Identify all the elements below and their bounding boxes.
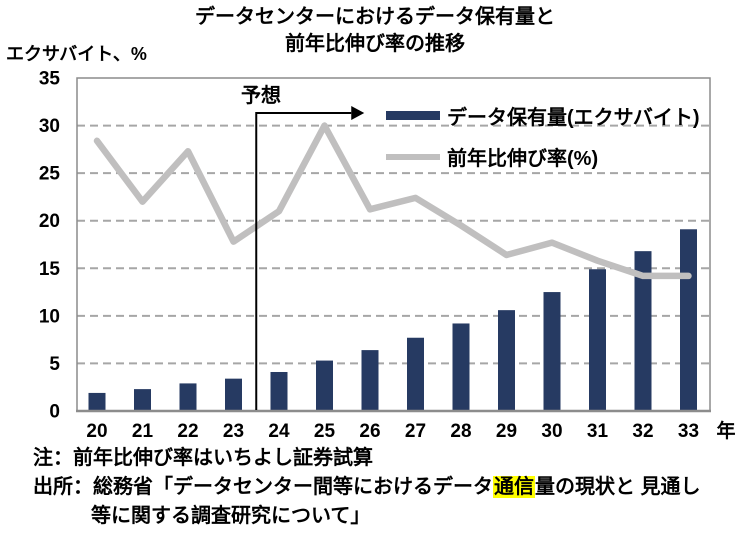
bar-22 (179, 383, 197, 411)
legend-label-growth-rate: 前年比伸び率(%) (447, 148, 599, 170)
source-suffix: 量の現状と 見通し (535, 476, 701, 498)
legend-line-swatch-icon (386, 153, 440, 160)
bar-20 (88, 392, 106, 411)
ytick-label-20: 20 (39, 211, 60, 232)
source-line2: 等に関する調査研究について」 (91, 505, 371, 527)
xtick-label-32: 32 (632, 421, 653, 442)
legend-label-data-volume: データ保有量(エクサバイト) (447, 107, 700, 129)
bar-29 (498, 310, 515, 411)
growth-rate-line (93, 122, 692, 280)
legend-bar-swatch-icon (386, 111, 440, 120)
ytick-label-25: 25 (39, 164, 61, 185)
bar-24 (270, 371, 288, 411)
bar-33 (680, 229, 697, 411)
chart-title-line1: データセンターにおけるデータ保有量と (195, 6, 555, 28)
forecast-arrow-head-icon (351, 106, 365, 120)
source-highlight: 通信 (493, 476, 535, 498)
xtick-label-33: 33 (678, 421, 699, 442)
bar-25 (316, 360, 333, 411)
y-axis-unit-label: エクサバイト、% (6, 44, 147, 64)
xtick-label-31: 31 (587, 421, 609, 442)
ytick-label-35: 35 (39, 69, 61, 90)
xtick-label-23: 23 (223, 421, 244, 442)
xtick-label-22: 22 (177, 421, 198, 442)
xtick-label-27: 27 (405, 421, 426, 442)
bar-23 (225, 378, 242, 411)
note-line: 注：前年比伸び率はいちよし証券試算 (33, 447, 373, 469)
chart-title-line2: 前年比伸び率の推移 (285, 33, 465, 55)
ytick-label-5: 5 (49, 354, 60, 375)
xtick-label-21: 21 (132, 421, 154, 442)
legend-item-data-volume: データ保有量(エクサバイト) (386, 95, 700, 136)
xtick-label-29: 29 (496, 421, 517, 442)
bar-31 (589, 269, 606, 411)
bar-32 (634, 251, 652, 411)
bar-27 (407, 337, 424, 411)
legend-item-growth-rate: 前年比伸び率(%) (386, 136, 700, 177)
xtick-label-26: 26 (359, 421, 380, 442)
source-prefix: 出所：総務省「データセンター間等におけるデータ (33, 476, 493, 498)
bar-30 (543, 292, 561, 411)
source-line: 出所：総務省「データセンター間等におけるデータ通信量の現状と 見通し (33, 473, 745, 502)
forecast-label: 予想 (241, 85, 281, 107)
footnotes: 注：前年比伸び率はいちよし証券試算 出所：総務省「データセンター間等におけるデー… (33, 444, 745, 531)
bar-21 (134, 389, 151, 411)
xtick-label-28: 28 (450, 421, 471, 442)
ytick-label-10: 10 (39, 306, 60, 327)
xtick-label-25: 25 (314, 421, 336, 442)
legend: データ保有量(エクサバイト) 前年比伸び率(%) (386, 95, 700, 177)
xtick-label-30: 30 (541, 421, 562, 442)
xtick-label-20: 20 (86, 421, 107, 442)
bar-26 (361, 350, 379, 411)
bar-28 (452, 323, 470, 411)
ytick-label-30: 30 (39, 116, 60, 137)
ytick-label-15: 15 (39, 259, 61, 280)
chart-title: データセンターにおけるデータ保有量と 前年比伸び率の推移 (0, 4, 750, 58)
ytick-label-0: 0 (49, 402, 60, 423)
xtick-label-24: 24 (268, 421, 290, 442)
x-axis-unit-label: 年 (716, 419, 735, 442)
